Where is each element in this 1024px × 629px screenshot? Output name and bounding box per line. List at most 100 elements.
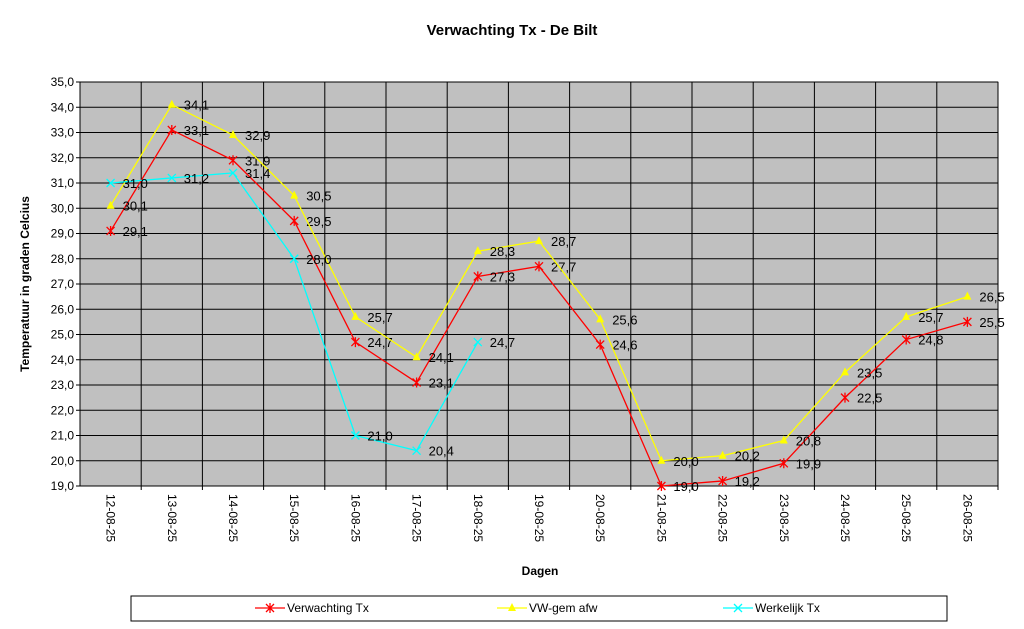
chart-title: Verwachting Tx - De Bilt: [427, 22, 598, 39]
y-tick-label: 22,0: [51, 403, 75, 417]
y-tick-label: 24,0: [51, 353, 75, 367]
series-werkelijk-tx: 31,0 31,2 31,4 28,0 21,0 20,4 24,7: [106, 166, 515, 459]
x-marker: [473, 337, 483, 347]
triangle-marker: [779, 435, 788, 444]
star-marker: [656, 481, 666, 491]
data-label: 25,5: [979, 315, 1004, 330]
data-point: [167, 173, 177, 183]
star-marker: [534, 261, 544, 272]
legend-item: VW-gem afw: [497, 601, 598, 615]
data-point: [962, 316, 972, 327]
data-label: 29,1: [123, 224, 148, 239]
data-point: [228, 155, 238, 166]
legend-item: Werkelijk Tx: [723, 601, 820, 615]
data-label: 23,1: [429, 375, 454, 390]
star-marker: [106, 225, 116, 236]
data-label: 26,5: [979, 290, 1004, 305]
data-point: [106, 225, 116, 236]
data-label: 20,8: [796, 434, 821, 449]
data-label: 21,0: [367, 429, 392, 444]
triangle-marker: [508, 603, 516, 611]
triangle-marker: [657, 455, 666, 464]
legend: Verwachting Tx VW-gem afw Werkelijk Tx: [130, 595, 948, 622]
triangle-marker: [167, 99, 176, 108]
data-point: [290, 190, 299, 199]
star-marker: [962, 316, 972, 327]
data-point: [656, 481, 666, 491]
data-point: [289, 254, 299, 264]
data-label: 27,7: [551, 259, 576, 274]
y-tick-label: 30,0: [51, 201, 75, 215]
data-label: 19,0: [673, 479, 698, 494]
data-label: 20,4: [429, 444, 454, 459]
legend-label: Verwachting Tx: [287, 601, 369, 615]
x-tick-label: 26-08-25: [960, 494, 974, 542]
star-marker: [167, 124, 177, 135]
triangle-marker: [535, 236, 543, 245]
data-point: [779, 435, 788, 444]
series-vw-gem-afw: 30,1 34,1 32,9 30,5 25,7 24,1 28,3 28,7 25,6 20,0…: [106, 98, 1005, 469]
data-point: [473, 337, 483, 347]
data-point: [106, 200, 115, 209]
x-tick-label: 17-08-25: [410, 494, 424, 542]
triangle-marker: [106, 200, 115, 209]
data-point: [718, 450, 727, 459]
data-label: 23,5: [857, 365, 882, 380]
data-point: [963, 291, 972, 300]
data-label: 28,7: [551, 234, 576, 249]
series-verwachting-tx: 29,1 33,1 31,9 29,5 24,7 23,1 27,3 27,7 24,6 19,0…: [106, 123, 1005, 494]
x-tick-label: 13-08-25: [165, 494, 179, 542]
data-label: 25,7: [918, 310, 943, 325]
y-tick-label: 32,0: [51, 151, 75, 165]
x-tick-label: 21-08-25: [654, 494, 668, 542]
data-label: 30,1: [123, 199, 148, 214]
x-tick-label: 19-08-25: [532, 494, 546, 542]
data-label: 25,6: [612, 312, 637, 327]
y-tick-label: 34,0: [51, 100, 75, 114]
data-point: [840, 392, 850, 403]
x-axis-label: Dagen: [522, 564, 559, 578]
star-marker: [350, 337, 360, 348]
data-label: 19,9: [796, 456, 821, 471]
data-label: 28,0: [306, 252, 331, 267]
data-label: 31,0: [123, 176, 148, 191]
legend-item: Verwachting Tx: [255, 601, 369, 615]
data-point: [473, 246, 482, 255]
x-marker: [412, 446, 422, 456]
legend-label: VW-gem afw: [529, 601, 598, 615]
data-point: [350, 337, 360, 348]
x-tick-label: 12-08-25: [104, 494, 118, 542]
data-label: 20,0: [673, 454, 698, 469]
x-tick-label: 23-08-25: [777, 494, 791, 542]
x-tick-label: 18-08-25: [471, 494, 485, 542]
y-tick-label: 33,0: [51, 126, 75, 140]
triangle-marker: [473, 246, 482, 255]
triangle-marker: [290, 190, 299, 199]
x-tick-label: 15-08-25: [287, 494, 301, 542]
y-tick-label: 29,0: [51, 227, 75, 241]
data-label: 24,6: [612, 338, 637, 353]
y-axis: 19,0 20,0 21,0 22,0 23,0 24,0 25,0 26,0 27,0 28,0…: [51, 75, 80, 493]
data-point: [289, 215, 299, 226]
data-point: [657, 455, 666, 464]
triangle-marker: [229, 130, 237, 139]
data-label: 20,2: [735, 449, 760, 464]
x-marker: [733, 603, 743, 613]
x-tick-label: 25-08-25: [899, 494, 913, 542]
data-point: [167, 99, 176, 108]
data-point: [412, 352, 421, 361]
x-tick-label: 24-08-25: [838, 494, 852, 542]
data-point: [412, 377, 422, 388]
data-label: 34,1: [184, 98, 209, 113]
data-label: 29,5: [306, 214, 331, 229]
data-point: [595, 339, 605, 350]
y-tick-label: 19,0: [51, 479, 75, 493]
data-label: 28,3: [490, 244, 515, 259]
y-tick-label: 25,0: [51, 328, 75, 342]
data-point: [106, 178, 116, 188]
data-label: 30,5: [306, 189, 331, 204]
data-point: [902, 311, 911, 320]
data-label: 19,2: [735, 474, 760, 489]
star-marker: [265, 603, 275, 613]
